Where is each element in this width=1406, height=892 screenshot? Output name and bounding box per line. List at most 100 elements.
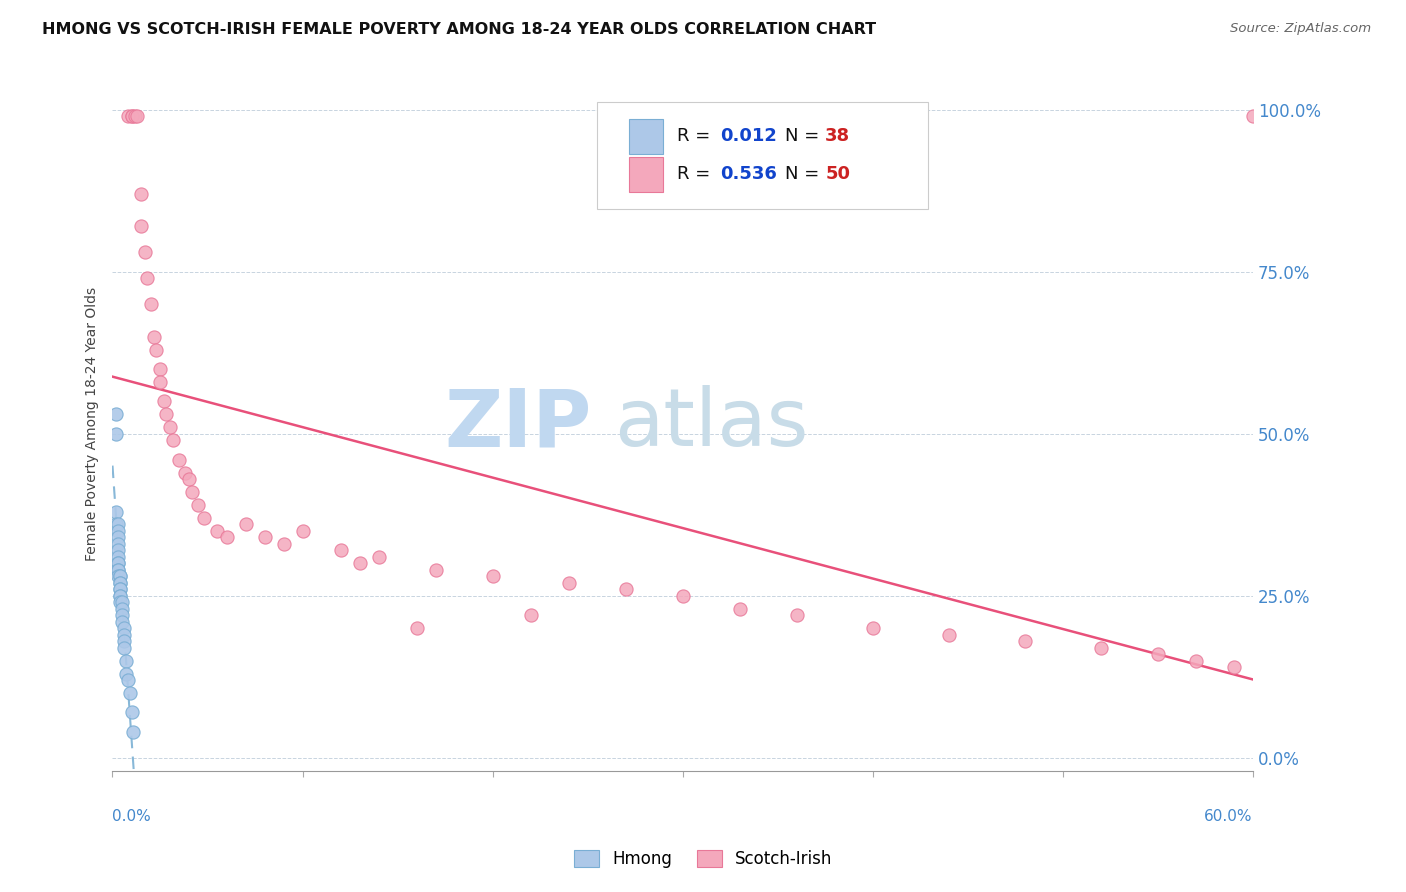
Point [107, 557, 129, 571]
Point [107, 517, 129, 532]
Point [107, 549, 129, 564]
Legend: Hmong, Scotch-Irish: Hmong, Scotch-Irish [567, 843, 839, 875]
Point [162, 434, 184, 448]
Point [112, 621, 135, 635]
Point [108, 582, 131, 597]
Point [121, 706, 143, 720]
Point [121, 109, 143, 123]
Point [107, 543, 129, 558]
Point [114, 654, 136, 668]
Point [329, 543, 352, 558]
Point [519, 608, 541, 623]
Point [173, 466, 195, 480]
Point [215, 531, 238, 545]
Point [862, 621, 884, 635]
Point [107, 524, 129, 538]
Point [786, 608, 808, 623]
Point [122, 724, 145, 739]
Point [117, 109, 139, 123]
Point [121, 109, 143, 123]
Point [614, 582, 637, 597]
Point [167, 452, 190, 467]
Point [291, 524, 314, 538]
Point [111, 615, 134, 629]
Point [235, 517, 257, 532]
Point [405, 621, 427, 635]
Point [111, 608, 134, 623]
Point [143, 329, 166, 343]
Point [1090, 640, 1112, 655]
Text: N =: N = [786, 166, 825, 184]
Point [139, 297, 162, 311]
Text: 60.0%: 60.0% [1205, 809, 1253, 824]
Point [481, 569, 503, 583]
Point [129, 187, 152, 202]
Point [111, 595, 134, 609]
Point [107, 563, 129, 577]
Point [1014, 634, 1036, 648]
Point [728, 601, 751, 615]
Point [145, 343, 167, 357]
FancyBboxPatch shape [628, 119, 664, 153]
Point [155, 408, 177, 422]
Point [118, 686, 141, 700]
Text: HMONG VS SCOTCH-IRISH FEMALE POVERTY AMONG 18-24 YEAR OLDS CORRELATION CHART: HMONG VS SCOTCH-IRISH FEMALE POVERTY AMO… [42, 22, 876, 37]
Point [105, 504, 128, 518]
Text: R =: R = [676, 128, 716, 145]
Point [938, 627, 960, 641]
Point [127, 109, 149, 123]
Text: 50: 50 [825, 166, 851, 184]
Text: 0.536: 0.536 [720, 166, 778, 184]
Point [108, 595, 131, 609]
Point [108, 575, 131, 590]
Point [134, 245, 156, 260]
Text: Source: ZipAtlas.com: Source: ZipAtlas.com [1230, 22, 1371, 36]
Point [117, 673, 139, 687]
Point [108, 582, 131, 597]
Point [107, 531, 129, 545]
Point [672, 589, 695, 603]
Point [114, 666, 136, 681]
Point [205, 524, 228, 538]
Text: atlas: atlas [614, 385, 808, 463]
Text: N =: N = [786, 128, 825, 145]
Point [1241, 109, 1264, 123]
Point [129, 219, 152, 234]
Text: R =: R = [676, 166, 716, 184]
Point [112, 640, 135, 655]
Text: 0.0%: 0.0% [112, 809, 152, 824]
Point [107, 563, 129, 577]
Point [105, 408, 128, 422]
Point [108, 589, 131, 603]
Point [153, 394, 176, 409]
Text: 38: 38 [825, 128, 851, 145]
Point [367, 549, 389, 564]
Point [107, 569, 129, 583]
Point [149, 362, 172, 376]
FancyBboxPatch shape [628, 157, 664, 192]
Point [1223, 660, 1246, 674]
Point [107, 557, 129, 571]
Point [273, 537, 295, 551]
Point [105, 426, 128, 441]
FancyBboxPatch shape [598, 102, 928, 209]
Point [425, 563, 447, 577]
Point [108, 569, 131, 583]
Point [1146, 647, 1168, 661]
Point [1185, 654, 1208, 668]
Point [253, 531, 276, 545]
Point [159, 420, 181, 434]
Point [112, 634, 135, 648]
Point [349, 557, 371, 571]
Point [135, 271, 157, 285]
Point [124, 109, 146, 123]
Y-axis label: Female Poverty Among 18-24 Year Olds: Female Poverty Among 18-24 Year Olds [86, 287, 100, 561]
Text: ZIP: ZIP [444, 385, 592, 463]
Point [111, 601, 134, 615]
Point [177, 472, 200, 486]
Point [108, 569, 131, 583]
Point [193, 511, 215, 525]
Point [105, 517, 128, 532]
Point [108, 589, 131, 603]
Text: 0.012: 0.012 [720, 128, 778, 145]
